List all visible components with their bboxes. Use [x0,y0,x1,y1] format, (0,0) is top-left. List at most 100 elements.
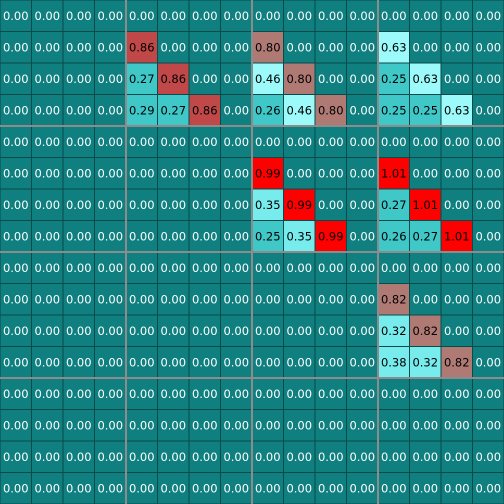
heatmap-cell-label: 0.00 [129,387,155,401]
heatmap-cell-label: 0.00 [412,418,438,432]
heatmap-cell [62,188,95,221]
heatmap-cell-label: 0.00 [3,103,29,117]
heatmap-cell [62,94,95,127]
heatmap-cell [472,94,504,127]
heatmap-cell-label: 0.00 [3,292,29,306]
heatmap-cell-label: 0.00 [286,324,312,338]
heatmap-cell-label: 0.00 [318,355,344,369]
heatmap-cell-label: 0.25 [412,103,438,117]
heatmap-cell-label: 0.00 [349,103,375,117]
heatmap-cell [346,283,379,316]
heatmap-cell-label: 0.00 [349,450,375,464]
heatmap-cell-label: 0.00 [475,40,501,54]
heatmap-cell [409,283,442,316]
heatmap-cell-label: 0.00 [444,481,470,495]
heatmap-cell-label: 0.00 [286,450,312,464]
heatmap-cell-label: 0.00 [412,261,438,275]
heatmap-cell [283,283,316,316]
heatmap-cell [94,125,127,158]
heatmap-cell-label: 0.00 [192,450,218,464]
heatmap-cell [220,472,253,504]
heatmap-cell [283,0,316,32]
heatmap-cell-label: 0.00 [34,72,60,86]
heatmap-cell-label: 0.00 [192,9,218,23]
heatmap-cell-label: 0.00 [475,450,501,464]
heatmap-cell-label: 0.27 [129,72,155,86]
heatmap-cell-label: 0.00 [255,324,281,338]
heatmap-cell [188,283,221,316]
heatmap-cell-label: 0.00 [66,40,92,54]
heatmap-cell-label: 0.00 [34,40,60,54]
heatmap-cell-label: 0.00 [160,261,186,275]
heatmap-cell [31,125,64,158]
heatmap-cell [472,409,504,442]
heatmap-cell-label: 0.00 [129,229,155,243]
heatmap-cell [251,346,284,379]
heatmap-cell-label: 0.00 [34,355,60,369]
heatmap-cell-label: 0.00 [318,387,344,401]
heatmap-cell-label: 0.00 [160,418,186,432]
heatmap-cell [314,220,347,253]
heatmap-cell-label: 0.32 [412,355,438,369]
heatmap-cell-label: 0.00 [318,198,344,212]
heatmap-cell-label: 0.00 [3,198,29,212]
heatmap-cell [377,94,410,127]
heatmap-cell [31,220,64,253]
heatmap-cell-label: 0.00 [34,135,60,149]
heatmap-cell-label: 0.00 [381,261,407,275]
heatmap-cell-label: 0.00 [255,135,281,149]
heatmap-cell [157,314,190,347]
heatmap-cell-label: 0.00 [160,9,186,23]
heatmap-cell-label: 0.00 [475,135,501,149]
heatmap-cell [472,440,504,473]
heatmap-cell-label: 0.00 [66,261,92,275]
heatmap-cell-label: 0.00 [475,481,501,495]
heatmap-cell-label: 0.00 [349,324,375,338]
heatmap-cell-label: 0.00 [34,198,60,212]
heatmap-cell-label: 0.00 [381,387,407,401]
heatmap-cell-label: 0.00 [129,324,155,338]
heatmap-cell-label: 0.99 [255,166,281,180]
heatmap-cell-label: 0.00 [66,198,92,212]
heatmap-cell [125,31,158,64]
heatmap-cell-label: 0.00 [129,355,155,369]
heatmap-cell-label: 0.00 [3,261,29,275]
heatmap-cell-label: 0.00 [349,72,375,86]
heatmap-cell-label: 0.00 [475,198,501,212]
heatmap-cell-label: 0.00 [412,9,438,23]
heatmap-cell-label: 0.00 [66,103,92,117]
heatmap-cell [377,472,410,504]
heatmap-cell [62,0,95,32]
heatmap-cell-label: 0.00 [223,450,249,464]
heatmap-cell [472,377,504,410]
heatmap-cell-label: 0.00 [66,418,92,432]
heatmap-cell-label: 0.00 [160,324,186,338]
heatmap-cell-label: 0.00 [192,387,218,401]
heatmap-cell-label: 0.00 [192,355,218,369]
heatmap-cell [377,440,410,473]
heatmap-cell [0,220,32,253]
heatmap-cell [157,157,190,190]
heatmap-cell-label: 0.00 [223,355,249,369]
heatmap-cell-label: 0.00 [318,9,344,23]
heatmap-cell [125,220,158,253]
heatmap-cell-label: 0.00 [381,135,407,149]
heatmap-cell-label: 0.00 [129,198,155,212]
heatmap-cell [440,62,473,95]
heatmap-cell-label: 0.00 [129,418,155,432]
heatmap-cell-label: 0.00 [318,481,344,495]
heatmap-cell-label: 0.00 [97,103,123,117]
heatmap-cell-label: 0.00 [129,166,155,180]
heatmap-cell [94,409,127,442]
heatmap-cell [31,31,64,64]
heatmap-cell-label: 0.00 [349,418,375,432]
heatmap-cell-label: 0.00 [475,9,501,23]
heatmap-cell [0,31,32,64]
heatmap-cell-label: 0.00 [34,166,60,180]
heatmap-cell-label: 0.00 [223,481,249,495]
heatmap-cell-label: 0.00 [286,292,312,306]
heatmap-cell-label: 0.00 [97,418,123,432]
heatmap-cell [283,94,316,127]
heatmap-cell-label: 0.00 [444,261,470,275]
heatmap-cell-label: 0.00 [381,450,407,464]
